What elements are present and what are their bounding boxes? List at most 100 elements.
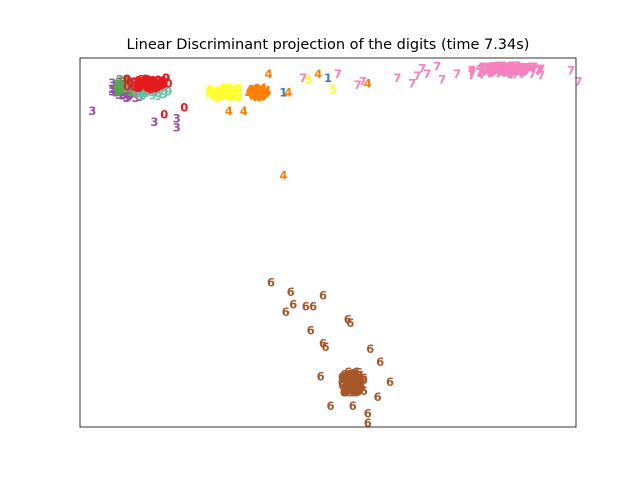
digit-point-6: 6 xyxy=(351,383,359,397)
digit-point-2: 2 xyxy=(113,77,121,91)
digit-point-0: 0 xyxy=(143,78,151,92)
digit-point-4: 4 xyxy=(259,81,267,95)
digit-point-8: 8 xyxy=(123,81,131,95)
digit-point-8: 8 xyxy=(144,83,152,97)
digit-point-2: 2 xyxy=(127,85,135,99)
digit-point-7: 7 xyxy=(475,66,483,80)
digit-point-7: 7 xyxy=(506,62,514,76)
digit-point-6: 6 xyxy=(346,374,354,388)
digit-point-7: 7 xyxy=(521,62,529,76)
digit-point-6: 6 xyxy=(343,377,351,391)
digit-point-7: 7 xyxy=(537,62,545,76)
digit-point-0: 0 xyxy=(133,81,141,95)
digit-point-7: 7 xyxy=(506,61,514,75)
digit-point-6: 6 xyxy=(357,379,365,393)
digit-point-7: 7 xyxy=(521,64,529,78)
digit-point-6: 6 xyxy=(350,378,358,392)
digit-point-7: 7 xyxy=(468,66,476,80)
digit-point-5: 5 xyxy=(209,87,217,101)
digit-point-5: 5 xyxy=(228,84,236,98)
digit-point-7: 7 xyxy=(516,63,524,77)
digit-point-7: 7 xyxy=(408,76,416,90)
digit-point-7: 7 xyxy=(504,65,512,79)
digit-point-7: 7 xyxy=(500,64,508,78)
digit-point-0: 0 xyxy=(142,78,150,92)
digit-point-6: 6 xyxy=(355,379,363,393)
digit-point-3: 3 xyxy=(123,81,131,95)
digit-point-6: 6 xyxy=(344,369,352,383)
digit-point-1: 1 xyxy=(279,86,287,100)
chart-title: Linear Discriminant projection of the di… xyxy=(127,37,530,53)
digit-point-4: 4 xyxy=(254,88,262,102)
digit-point-7: 7 xyxy=(490,63,498,77)
digit-point-7: 7 xyxy=(503,63,511,77)
digit-point-0: 0 xyxy=(180,100,188,114)
digit-point-6: 6 xyxy=(349,373,357,387)
digit-point-2: 2 xyxy=(128,81,136,95)
digit-point-6: 6 xyxy=(352,365,360,379)
digit-point-4: 4 xyxy=(259,89,267,103)
digit-point-6: 6 xyxy=(344,372,352,386)
digit-point-0: 0 xyxy=(139,76,147,90)
digit-point-7: 7 xyxy=(468,64,476,78)
digit-point-4: 4 xyxy=(250,88,258,102)
digit-point-6: 6 xyxy=(317,370,325,384)
digit-point-5: 5 xyxy=(226,87,234,101)
digit-point-6: 6 xyxy=(341,382,349,396)
digit-point-7: 7 xyxy=(495,59,503,73)
digit-point-0: 0 xyxy=(130,80,138,94)
digit-point-9: 9 xyxy=(154,89,162,103)
digit-point-5: 5 xyxy=(228,88,236,102)
digit-point-0: 0 xyxy=(144,81,152,95)
digit-point-7: 7 xyxy=(475,65,483,79)
digit-point-4: 4 xyxy=(254,88,262,102)
digit-point-2: 2 xyxy=(134,79,142,93)
digit-point-0: 0 xyxy=(145,77,153,91)
digit-point-5: 5 xyxy=(224,83,232,97)
digit-point-3: 3 xyxy=(138,75,146,89)
digit-point-3: 3 xyxy=(129,84,137,98)
digit-point-8: 8 xyxy=(132,80,140,94)
digit-point-7: 7 xyxy=(508,59,516,73)
digit-point-5: 5 xyxy=(218,88,226,102)
digit-point-4: 4 xyxy=(259,81,267,95)
digit-point-0: 0 xyxy=(145,73,153,87)
digit-point-4: 4 xyxy=(251,83,259,97)
digit-point-7: 7 xyxy=(502,63,510,77)
digit-point-3: 3 xyxy=(138,85,146,99)
digit-point-7: 7 xyxy=(334,67,342,81)
digit-point-6: 6 xyxy=(349,373,357,387)
digit-point-7: 7 xyxy=(433,60,441,74)
digit-point-0: 0 xyxy=(154,77,162,91)
digit-point-7: 7 xyxy=(567,63,575,77)
digit-point-0: 0 xyxy=(157,76,165,90)
digit-point-7: 7 xyxy=(485,64,493,78)
digit-point-7: 7 xyxy=(487,63,495,77)
digit-point-7: 7 xyxy=(490,62,498,76)
digit-point-3: 3 xyxy=(112,86,120,100)
digit-point-7: 7 xyxy=(468,68,476,82)
digit-point-7: 7 xyxy=(519,61,527,75)
digit-point-7: 7 xyxy=(498,62,506,76)
digit-point-6: 6 xyxy=(349,372,357,386)
digit-point-3: 3 xyxy=(131,81,139,95)
digit-point-9: 9 xyxy=(159,81,167,95)
digit-point-6: 6 xyxy=(267,276,275,290)
digit-point-6: 6 xyxy=(351,367,359,381)
digit-point-7: 7 xyxy=(487,62,495,76)
digit-point-3: 3 xyxy=(136,76,144,90)
digit-point-7: 7 xyxy=(528,67,536,81)
digit-point-5: 5 xyxy=(219,81,227,95)
digit-point-4: 4 xyxy=(250,90,258,104)
digit-point-9: 9 xyxy=(153,80,161,94)
digit-point-0: 0 xyxy=(134,77,142,91)
digit-point-4: 4 xyxy=(246,83,254,97)
digit-point-7: 7 xyxy=(501,65,509,79)
digit-point-5: 5 xyxy=(215,85,223,99)
digit-point-3: 3 xyxy=(120,87,128,101)
digit-point-3: 3 xyxy=(122,75,130,89)
digit-point-0: 0 xyxy=(162,71,170,85)
digit-point-7: 7 xyxy=(503,61,511,75)
digit-point-3: 3 xyxy=(150,115,158,129)
